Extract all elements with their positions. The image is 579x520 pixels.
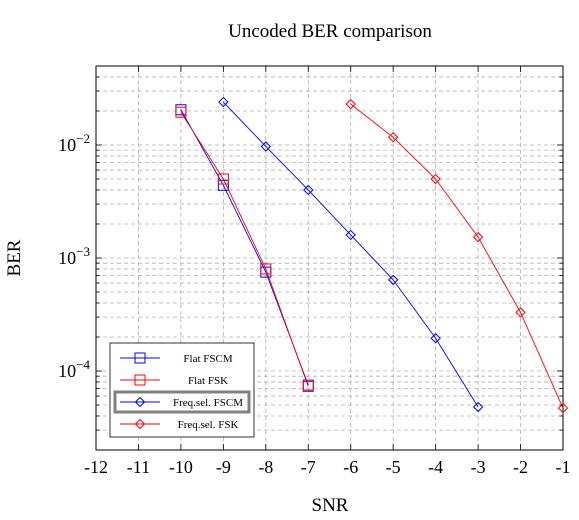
y-tick-label: 10−3 [58, 244, 90, 268]
x-tick-label: -1 [556, 457, 571, 477]
x-tick-label: -9 [216, 457, 231, 477]
x-tick-label: -4 [428, 457, 443, 477]
chart-title: Uncoded BER comparison [228, 21, 432, 42]
y-tick-label: 10−4 [58, 357, 90, 381]
x-tick-label: -3 [471, 457, 486, 477]
legend-label: Flat FSCM [183, 353, 232, 365]
series-4 [346, 100, 567, 413]
legend-label: Freq.sel. FSCM [173, 397, 243, 409]
legend-label: Flat FSK [188, 375, 228, 387]
x-tick-label: -8 [258, 457, 273, 477]
x-tick-label: -6 [343, 457, 358, 477]
x-tick-label: -2 [513, 457, 528, 477]
x-tick-label: -11 [127, 457, 150, 477]
x-tick-label: -10 [169, 457, 193, 477]
x-tick-label: -7 [301, 457, 316, 477]
x-axis-label: SNR [312, 495, 349, 516]
x-tick-label: -12 [84, 457, 108, 477]
x-tick-label: -5 [386, 457, 401, 477]
legend-label: Freq.sel. FSK [178, 419, 239, 431]
series-line [351, 104, 563, 408]
y-tick-label: 10−2 [58, 131, 90, 155]
y-axis-label: BER [4, 239, 25, 276]
legend: Flat FSCM Flat FSK Freq.sel. FSCM Freq.sel.… [110, 343, 254, 437]
